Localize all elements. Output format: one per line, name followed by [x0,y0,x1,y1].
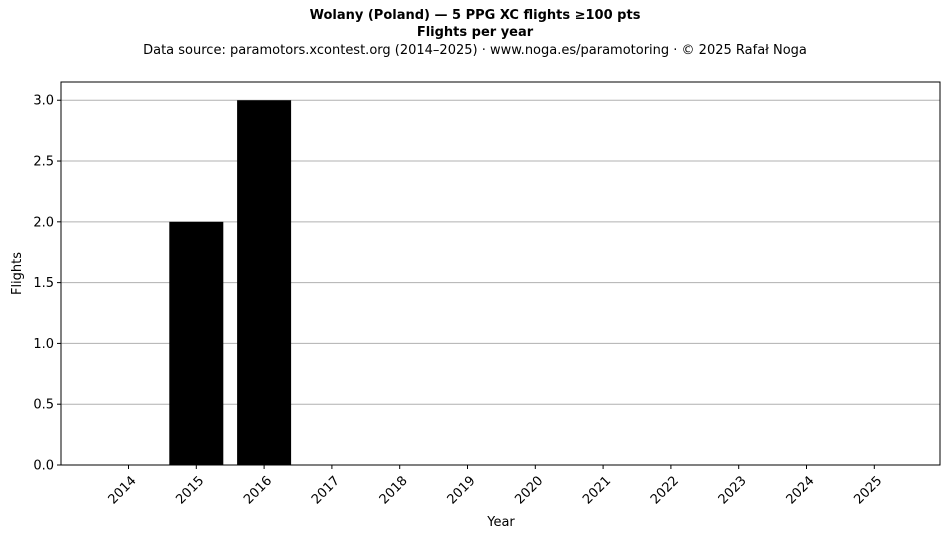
y-axis-label: Flights [10,252,25,295]
bars [169,100,292,465]
bar-2015 [169,221,224,465]
y-tick-label: 1.0 [33,337,54,352]
x-axis-ticks: 2014 2015 2016 2017 2018 2019 2020 2021 2022 2023… [106,465,885,507]
y-tick-label: 1.5 [33,276,54,291]
y-tick-label: 2.5 [33,155,54,170]
y-tick-label: 3.0 [33,94,54,109]
x-tick-label: 2020 [512,473,546,507]
data-source-note: Data source: paramotors.xcontest.org (20… [143,43,807,58]
y-tick-label: 0.0 [33,459,54,474]
x-tick-label: 2022 [648,473,682,507]
x-tick-label: 2016 [241,473,275,507]
y-tick-label: 2.0 [33,215,54,230]
x-tick-label: 2021 [580,473,614,507]
chart-title: Wolany (Poland) — 5 PPG XC flights ≥100 … [309,8,641,23]
x-tick-label: 2015 [173,473,207,507]
y-axis-ticks: 0.0 0.5 1.0 1.5 2.0 2.5 3.0 [33,94,61,474]
x-tick-label: 2018 [377,473,411,507]
x-tick-label: 2023 [716,473,750,507]
chart-subtitle: Flights per year [416,25,534,40]
x-tick-label: 2025 [851,473,885,507]
x-tick-label: 2024 [784,473,818,507]
x-tick-label: 2019 [445,473,479,507]
bar-2016 [237,100,292,465]
plot-frame [60,81,941,466]
x-tick-label: 2017 [309,473,343,507]
y-tick-label: 0.5 [33,398,54,413]
x-tick-label: 2014 [106,473,140,507]
x-axis-label: Year [486,515,515,530]
